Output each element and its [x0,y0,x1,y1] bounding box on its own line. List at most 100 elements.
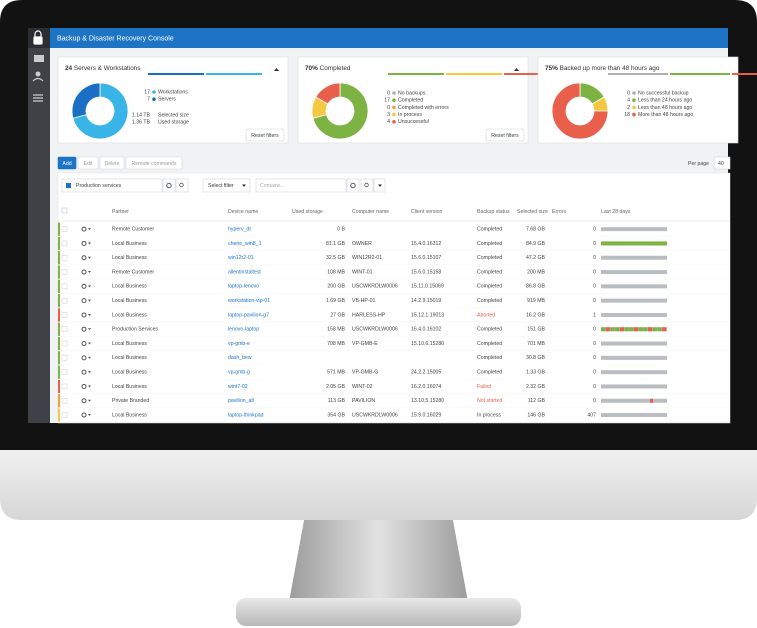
group-icon [66,183,71,188]
collapse-caret[interactable] [514,68,519,71]
column-header[interactable]: Selected size [517,209,548,215]
group-select[interactable] [61,178,163,193]
table-row[interactable] [58,279,730,294]
row-checkbox[interactable] [61,312,68,318]
row-gear[interactable] [81,226,87,232]
table-row[interactable] [58,222,730,237]
row-checkbox[interactable] [61,255,68,261]
search-input[interactable] [255,178,347,193]
select-all-checkbox[interactable] [61,207,68,214]
briefcase-icon[interactable] [34,55,44,62]
table-row[interactable] [58,393,730,408]
row-checkbox[interactable] [61,269,68,275]
toolbar-button[interactable] [77,156,99,170]
column-header[interactable]: Device name [228,209,258,215]
device-link[interactable]: laptop-pavilion-g7 [228,312,269,318]
table-row[interactable] [58,322,730,337]
table-cell: 15.6.0.15107 [411,255,441,261]
device-link[interactable]: workstation-vip-01 [228,298,270,304]
table-cell: Completed [477,327,502,333]
select-filter-caret [242,184,246,187]
table-row[interactable] [58,365,730,380]
row-gear[interactable] [81,298,87,304]
device-link[interactable]: win12r2-01 [228,255,254,261]
card-count: 24 [65,65,73,72]
row-checkbox[interactable] [61,398,68,404]
column-header[interactable]: Partner [112,209,129,215]
row-gear[interactable] [81,326,87,332]
search-menu-caret [378,184,382,187]
column-header[interactable]: Used storage [292,209,323,215]
table-cell: WIN12R2-01 [352,255,382,261]
table-row[interactable] [58,379,730,394]
table-row[interactable] [58,264,730,280]
row-checkbox[interactable] [61,240,68,247]
row-gear[interactable] [81,383,87,389]
row-gear[interactable] [81,240,87,246]
device-link[interactable]: hyperv_dt [228,227,251,233]
row-gear[interactable] [81,369,87,375]
table-row[interactable] [58,250,730,265]
row-gear[interactable] [81,341,87,347]
users-icon[interactable] [35,71,41,77]
reset-filters-button[interactable] [485,128,525,142]
column-header[interactable]: Last 28 days [601,209,631,215]
size-value: 1.14 TB [132,112,151,118]
history-fail [650,398,653,403]
search-button[interactable] [360,178,374,193]
search-settings-button[interactable] [346,178,360,193]
row-gear[interactable] [81,398,87,404]
row-checkbox[interactable] [61,383,68,390]
column-header[interactable]: Errors [552,209,567,215]
table-cell: Failed [477,384,491,390]
device-link[interactable]: vp-gmb-g [228,370,250,376]
table-cell: 354 GB [327,412,345,418]
select-filter[interactable] [202,178,251,193]
row-gear-caret [88,299,91,302]
row-gear[interactable] [81,355,87,361]
row-checkbox[interactable] [61,226,68,232]
column-header[interactable]: Client version [411,209,443,215]
list-icon[interactable] [33,94,43,102]
device-link[interactable]: allentinstaltest [228,269,261,275]
column-header[interactable]: Backup status [477,209,510,215]
device-link[interactable]: lenovo-laptop [228,327,259,333]
row-checkbox[interactable] [61,326,68,332]
device-link[interactable]: cherie_win8_1 [228,241,262,247]
legend-count: 0 [387,90,390,96]
group-search-button[interactable] [175,178,189,193]
row-checkbox[interactable] [61,340,68,347]
row-gear[interactable] [81,255,87,261]
table-row[interactable] [58,350,730,365]
table-row[interactable] [58,407,730,423]
row-checkbox[interactable] [61,369,68,375]
device-link[interactable]: laptop-lenovo [228,284,259,290]
collapse-caret[interactable] [274,68,279,71]
toolbar-button[interactable] [57,156,77,170]
table-row[interactable] [58,307,730,323]
table-row[interactable] [58,293,730,308]
table-row[interactable] [58,236,730,251]
table-row[interactable] [58,336,730,351]
device-link[interactable]: vp-gmb-e [228,341,250,347]
row-checkbox[interactable] [61,283,68,290]
group-settings-button[interactable] [162,178,176,193]
search-icon [364,182,369,188]
row-checkbox[interactable] [61,355,68,361]
size-label: Selected size [158,112,189,118]
row-checkbox[interactable] [61,297,68,304]
reset-filters-button[interactable] [245,128,285,142]
row-checkbox[interactable] [61,412,68,418]
row-gear[interactable] [81,412,87,418]
device-link[interactable]: dash_bew [228,355,252,361]
device-link[interactable]: pavilion_alt [228,398,255,404]
per-page-select[interactable] [713,156,731,170]
device-link[interactable]: wint7-02 [228,384,248,390]
row-gear[interactable] [81,269,87,275]
device-link[interactable]: laptop-thinkpad [228,412,264,418]
row-gear[interactable] [81,312,87,318]
row-gear[interactable] [81,283,87,289]
toolbar-button[interactable] [125,156,183,170]
toolbar-button[interactable] [99,156,125,170]
column-header[interactable]: Computer name [352,209,389,215]
